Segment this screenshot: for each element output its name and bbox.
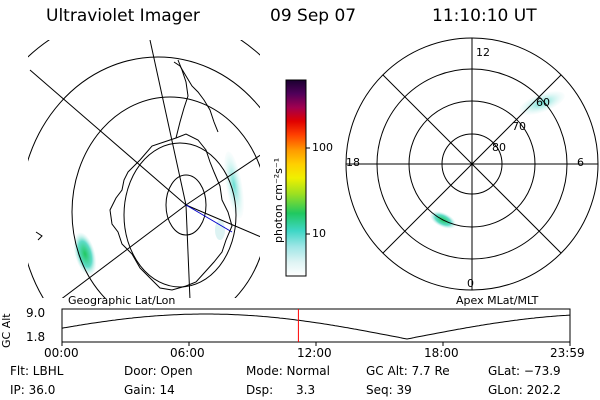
mode-info: Mode: Normal [246,364,330,378]
aurora-emission [73,232,97,276]
colorbar [285,79,307,277]
altitude-xtick: 18:00 [424,346,459,360]
altitude-xtick: 12:00 [297,346,332,360]
altitude-xtick: 23:59 [550,346,585,360]
door-info: Door: Open [124,364,193,378]
glat-info: GLat: −73.9 [488,364,561,378]
altitude-xtick: 00:00 [44,346,79,360]
geographic-caption: Geographic Lat/Lon [68,294,176,307]
mlt-label-12: 12 [476,46,490,59]
mlt-label-6: 6 [577,156,584,169]
apex-caption: Apex MLat/MLT [456,294,539,307]
filter-info: Flt: LBHL [10,364,64,378]
ip-info: IP: 36.0 [10,383,56,397]
date-label: 09 Sep 07 [270,6,357,26]
colorbar-tick-10: 10 [312,227,326,240]
aurora-emission [519,91,565,115]
mlat-label-60: 60 [536,96,550,109]
aurora-emission [215,220,225,240]
dsp-value: 3.3 [296,383,316,397]
altitude-ytick-high: 9.0 [26,306,46,320]
glon-info: GLon: 202.2 [488,383,561,397]
altitude-ytick-low: 1.8 [26,330,46,344]
altitude-curve [61,313,571,340]
mlat-label-80: 80 [492,141,506,154]
altitude-plot [61,308,571,346]
gain-info: Gain: 14 [124,383,175,397]
colorbar-unit-label: photon cm⁻²s⁻¹ [272,157,285,243]
altitude-xtick: 06:00 [170,346,205,360]
time-label: 11:10:10 UT [432,6,537,26]
colorbar-tick-100: 100 [312,141,333,154]
seq-info: Seq: 39 [366,383,412,397]
antarctica-outline [109,133,233,291]
instrument-title: Ultraviolet Imager [46,6,200,26]
mlat-label-70: 70 [512,120,526,133]
polar-plot [345,37,599,291]
colorbar-ticks [306,147,310,235]
gc-alt-info: GC Alt: 7.7 Re [366,364,450,378]
south-america-outline [173,61,219,133]
x-ticks [61,342,571,346]
geographic-map [28,40,260,298]
mlt-label-18: 18 [346,156,360,169]
altitude-ylabel: GC Alt [0,313,13,348]
aurora-emission [224,151,244,219]
mlt-label-0: 0 [467,277,474,290]
dsp-label: Dsp: [246,383,274,397]
